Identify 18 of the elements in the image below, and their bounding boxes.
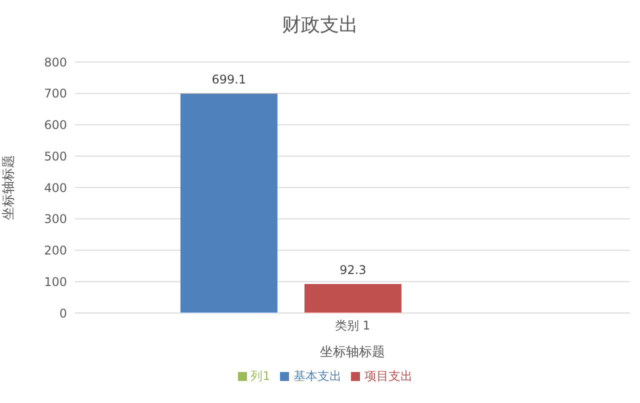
chart-title: 财政支出: [281, 13, 359, 38]
x-axis-title: 坐标轴标题: [320, 345, 385, 360]
y-tick-label: 0: [59, 306, 67, 320]
y-tick-label: 300: [44, 212, 67, 226]
y-tick-label: 100: [44, 274, 67, 289]
y-tick-label: 400: [44, 180, 67, 195]
x-tick-label: 类别 1: [334, 318, 370, 333]
y-tick-label: 700: [44, 86, 67, 101]
y-tick-label: 600: [44, 118, 67, 132]
y-tick-label: 200: [44, 244, 67, 258]
y-axis-title: 坐标轴标题: [2, 155, 17, 220]
y-tick-label: 500: [44, 149, 67, 164]
y-tick-label: 800: [44, 55, 67, 70]
data-label: 699.1: [212, 72, 246, 87]
legend-label: 基本支出: [293, 369, 342, 383]
legend-label: 列1: [250, 369, 270, 383]
data-label: 92.3: [340, 263, 366, 278]
legend-label: 项目支出: [364, 369, 412, 383]
